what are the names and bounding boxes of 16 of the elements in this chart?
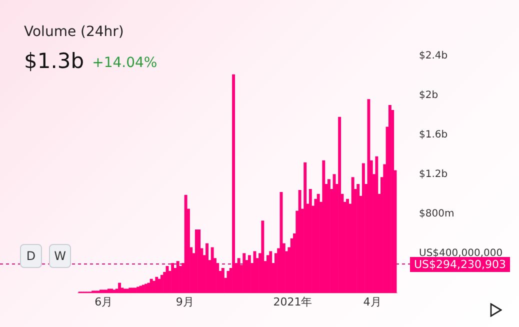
ref-line-label: US$294,230,903 bbox=[414, 258, 506, 271]
y-tick-label: $1.2b bbox=[419, 169, 448, 180]
x-tick-label: 2021年 bbox=[273, 295, 312, 308]
y-tick-label: $800m bbox=[419, 208, 454, 220]
x-tick-label: 9月 bbox=[176, 295, 194, 308]
x-tick-label: 4月 bbox=[363, 295, 382, 308]
annotation: +14.04% bbox=[92, 55, 158, 71]
period-button: D bbox=[20, 244, 42, 268]
chart-title: Volume (24hr) bbox=[24, 24, 124, 40]
y-tick-label: $2b bbox=[419, 90, 438, 102]
chart-subtitle: $1.3b bbox=[24, 49, 84, 73]
y-tick-label: US$400,000,000 bbox=[419, 248, 503, 260]
y-tick-label: $1.6b bbox=[419, 130, 448, 141]
y-tick-label: $2.4b bbox=[419, 50, 448, 62]
x-tick-label: 6月 bbox=[94, 295, 113, 308]
period-button: W bbox=[49, 244, 71, 268]
